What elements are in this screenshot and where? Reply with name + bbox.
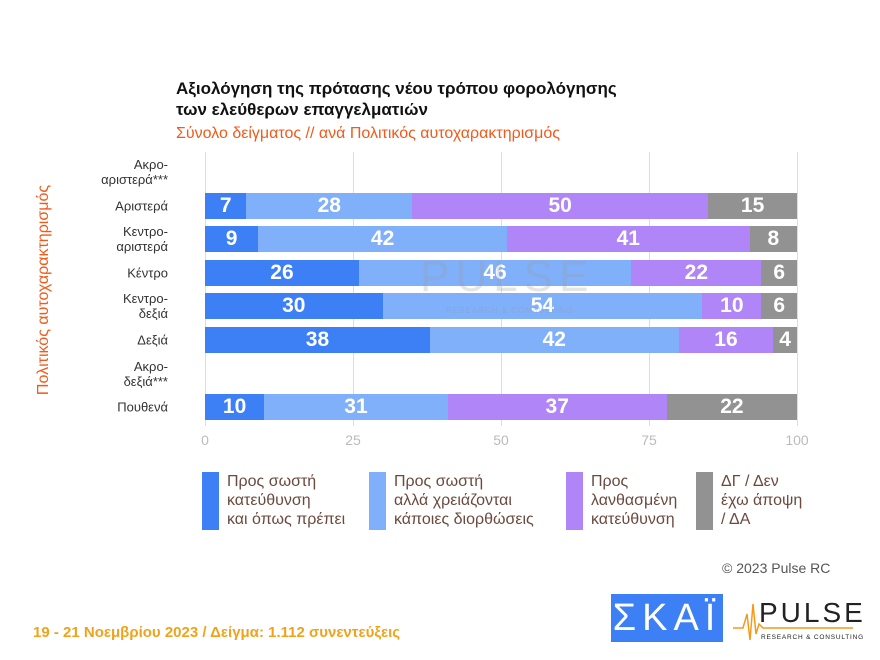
x-tick-label: 75 xyxy=(641,432,657,448)
bar-segment: 16 xyxy=(678,327,774,353)
x-tick-label: 25 xyxy=(345,432,361,448)
bar-segment: 8 xyxy=(749,226,797,253)
legend-item: Προς λανθασμένη κατεύθυνση xyxy=(566,472,677,530)
legend-label: Προς λανθασμένη κατεύθυνση xyxy=(591,473,678,528)
legend-label: Προς σωστή αλλά χρειάζονται κάποιες διορθώ… xyxy=(394,473,534,528)
bar-segment: 42 xyxy=(429,327,679,353)
bar-segment: 22 xyxy=(666,394,797,421)
bar-segment: 50 xyxy=(412,192,709,219)
category-label: Δεξιά xyxy=(137,332,168,348)
bar-segment: 26 xyxy=(205,259,359,286)
x-tick-label: 50 xyxy=(493,432,509,448)
legend-item: ΔΓ / Δεν έχω άποψη / ΔΑ xyxy=(696,472,802,530)
pulse-logo: PULSE RESEARCH & CONSULTING xyxy=(733,597,863,641)
watermark-sub: RESEARCH & CONSULTING xyxy=(446,306,574,315)
bar-segment: 38 xyxy=(205,327,430,353)
bar-segment: 10 xyxy=(702,293,762,320)
gridline xyxy=(797,152,798,426)
bar-segment: 10 xyxy=(205,394,265,421)
bar-segment: 4 xyxy=(773,327,797,353)
x-tick-label: 100 xyxy=(785,432,809,448)
bar-segment: 41 xyxy=(506,226,750,253)
bar-segment: 31 xyxy=(264,394,448,421)
chart-title: Αξιολόγηση της πρότασης νέου τρόπου φορο… xyxy=(176,79,617,119)
category-label: Κέντρο xyxy=(127,265,168,281)
category-label: Πουθενά xyxy=(117,399,168,415)
gridline xyxy=(353,152,354,426)
bar-segment: 6 xyxy=(761,293,797,320)
footer-info: 19 - 21 Νοεμβρίου 2023 / Δείγμα: 1.112 σ… xyxy=(33,624,401,641)
legend-swatch xyxy=(202,472,219,530)
bar-segment: 30 xyxy=(205,293,383,320)
legend-label: ΔΓ / Δεν έχω άποψη / ΔΑ xyxy=(721,473,803,528)
x-tick-label: 0 xyxy=(201,432,209,448)
category-label: Αριστερά xyxy=(115,198,168,214)
bar-segment: 37 xyxy=(447,394,667,421)
legend-swatch xyxy=(369,472,386,530)
category-label: Κεντρο-δεξιά xyxy=(122,291,168,322)
bar-segment: 28 xyxy=(246,192,413,219)
category-label: Ακρο-αριστερά*** xyxy=(101,157,168,187)
legend-label: Προς σωστή κατεύθυνση και όπως πρέπει xyxy=(227,473,346,528)
bar-segment: 15 xyxy=(708,192,797,219)
bar-segment: 42 xyxy=(258,226,507,253)
legend-item: Προς σωστή κατεύθυνση και όπως πρέπει xyxy=(202,472,345,530)
legend-swatch xyxy=(696,472,713,530)
category-label: Ακρο-δεξιά*** xyxy=(123,358,168,389)
svg-text:RESEARCH & CONSULTING: RESEARCH & CONSULTING xyxy=(761,634,863,641)
bar-segment: 6 xyxy=(761,259,797,286)
bar-segment: 7 xyxy=(205,192,247,219)
watermark: PULSE xyxy=(420,252,595,301)
legend-swatch xyxy=(566,472,583,530)
bar-segment: 9 xyxy=(205,226,259,253)
y-axis-label: Πολιτικός αυτοχαρακτηρισμός xyxy=(35,184,52,396)
bar-segment: 46 xyxy=(358,259,632,286)
gridline xyxy=(501,152,502,426)
svg-text:PULSE: PULSE xyxy=(759,597,863,628)
copyright: © 2023 Pulse RC xyxy=(722,560,831,576)
category-label: Κεντρο-αριστερά xyxy=(116,224,168,255)
bar-segment: 22 xyxy=(631,259,762,286)
gridline xyxy=(205,152,206,426)
bar-segment: 54 xyxy=(382,293,703,320)
gridline xyxy=(649,152,650,426)
chart-subtitle: Σύνολο δείγματος // ανά Πολιτικός αυτοχα… xyxy=(176,125,560,142)
legend-item: Προς σωστή αλλά χρειάζονται κάποιες διορθώ… xyxy=(369,472,534,530)
skai-logo: ΣΚΑΪ xyxy=(611,594,723,642)
